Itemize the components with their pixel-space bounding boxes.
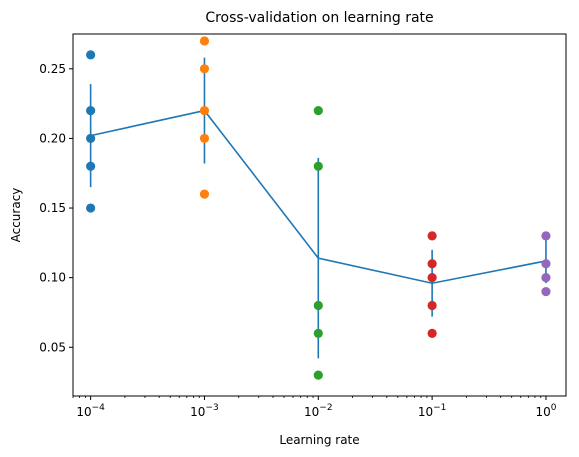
y-tick-label: 0.05 — [39, 340, 66, 354]
scatter-point — [541, 231, 551, 241]
y-tick-label: 0.20 — [39, 131, 66, 145]
y-tick-label: 0.15 — [39, 201, 66, 215]
scatter-point — [199, 133, 210, 144]
scatter-point — [427, 231, 437, 241]
y-tick-label: 0.10 — [39, 271, 66, 285]
scatter-point — [541, 286, 551, 297]
scatter-point — [86, 203, 96, 213]
scatter-point — [541, 259, 551, 269]
x-tick-label: 10−4 — [76, 403, 105, 419]
scatter-point — [86, 105, 96, 116]
scatter-point — [199, 64, 210, 74]
scatter-point — [427, 273, 437, 283]
y-axis: 0.05 0.10 0.15 0.20 0.25 — [39, 62, 73, 354]
scatter-point — [199, 105, 210, 116]
scatter-point — [199, 36, 210, 46]
scatter-point — [313, 300, 323, 311]
scatter-point — [86, 133, 96, 144]
scatter-point — [541, 273, 551, 283]
x-axis: 10−4 10−3 10−2 10−1 100 — [72, 396, 557, 419]
y-axis-label: Accuracy — [9, 188, 23, 243]
plot-area — [86, 36, 551, 380]
scatter-point — [427, 300, 437, 311]
mean-line — [90, 109, 547, 285]
scatter-point — [86, 50, 96, 60]
x-tick-label: 10−2 — [304, 403, 333, 419]
scatter-point — [313, 161, 323, 171]
scatter-point — [427, 328, 437, 338]
axes-frame — [72, 33, 567, 397]
y-tick-label: 0.25 — [39, 62, 66, 76]
scatter-point — [313, 105, 323, 116]
chart-title: Cross-validation on learning rate — [205, 10, 433, 26]
scatter-point — [86, 161, 96, 171]
x-tick-label: 10−1 — [418, 403, 447, 419]
scatter-point — [313, 328, 323, 338]
scatter-point — [199, 189, 210, 199]
x-tick-label: 100 — [535, 403, 556, 419]
scatter-point — [427, 259, 437, 269]
x-tick-label: 10−3 — [190, 403, 219, 419]
scatter-point — [313, 370, 323, 380]
x-axis-label: Learning rate — [279, 433, 359, 447]
